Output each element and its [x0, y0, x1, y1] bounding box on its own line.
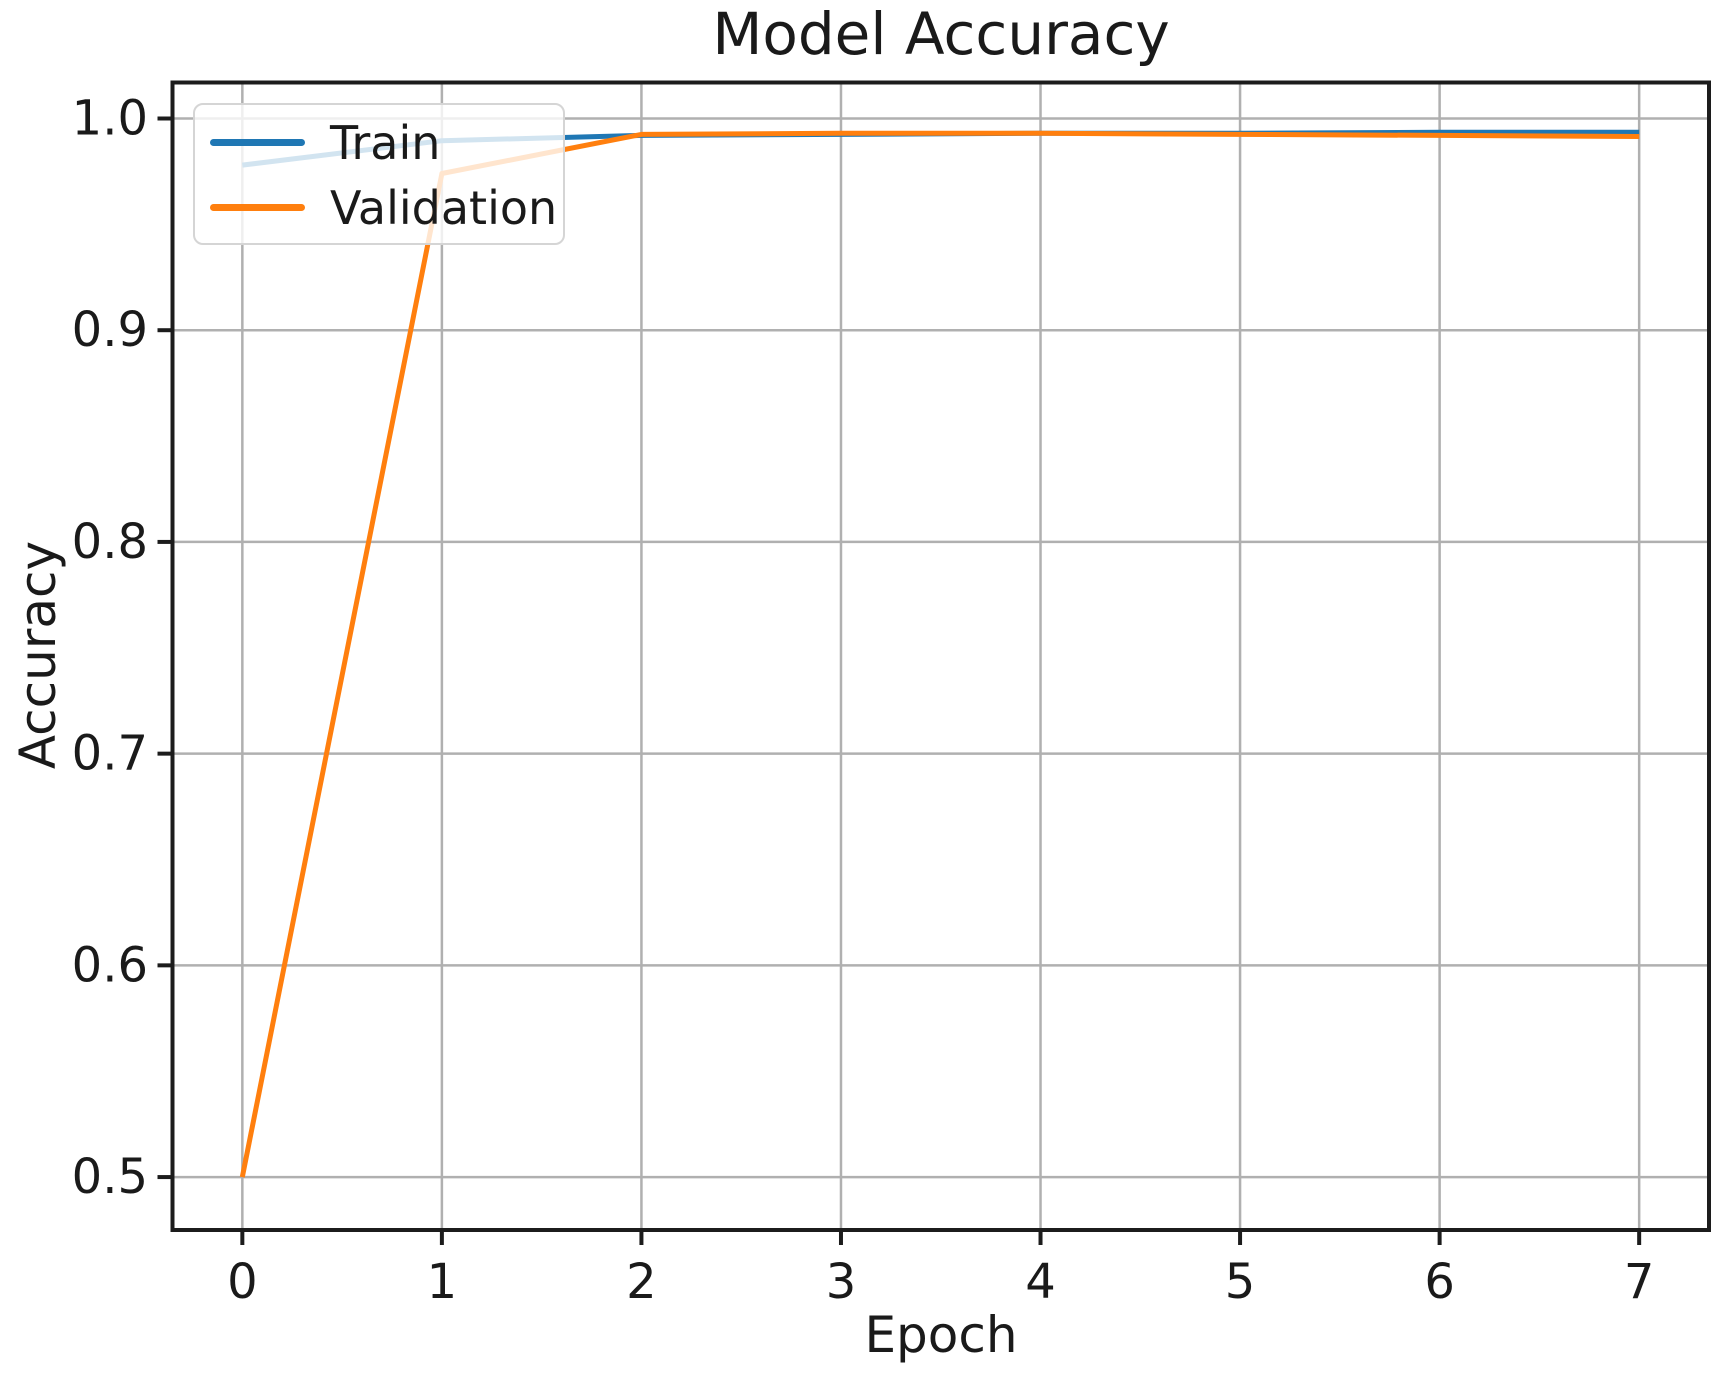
axis-tick-labels: 0 1 2 3 4 5 6 7 0.5 0.6 0.7 0.8 0.9 1.0 [72, 90, 1655, 1310]
x-tick-label: 4 [1025, 1254, 1056, 1310]
x-tick-label: 5 [1225, 1254, 1256, 1310]
y-tick-label: 0.7 [72, 726, 148, 782]
validation-line [239, 130, 1640, 1178]
plot-border [170, 80, 1711, 1232]
legend-entry-validation: Validation [210, 175, 563, 240]
x-tick-label: 6 [1424, 1254, 1455, 1310]
y-axis-label: Accuracy [9, 541, 67, 769]
x-tick-label: 2 [626, 1254, 657, 1310]
y-tick-label: 1.0 [72, 90, 148, 146]
legend-label-train: Train [330, 115, 441, 170]
data-series-lines [239, 129, 1640, 1178]
x-axis-label: Epoch [864, 1306, 1017, 1364]
chart-title: Model Accuracy [712, 0, 1169, 68]
x-tick-label: 0 [227, 1254, 258, 1310]
legend-entry-train: Train [210, 110, 563, 175]
legend-label-validation: Validation [330, 180, 558, 235]
x-tick-label: 7 [1624, 1254, 1655, 1310]
y-tick-label: 0.5 [72, 1149, 148, 1205]
train-line-swatch [210, 139, 305, 146]
y-tick-label: 0.6 [72, 937, 148, 993]
grid-lines [172, 82, 1709, 1230]
y-tick-label: 0.9 [72, 302, 148, 358]
axis-tick-marks [157, 116, 1642, 1245]
x-tick-label: 3 [826, 1254, 857, 1310]
validation-line-swatch [210, 204, 305, 211]
x-tick-label: 1 [427, 1254, 458, 1310]
y-tick-label: 0.8 [72, 514, 148, 570]
legend: Train Validation [193, 103, 565, 245]
